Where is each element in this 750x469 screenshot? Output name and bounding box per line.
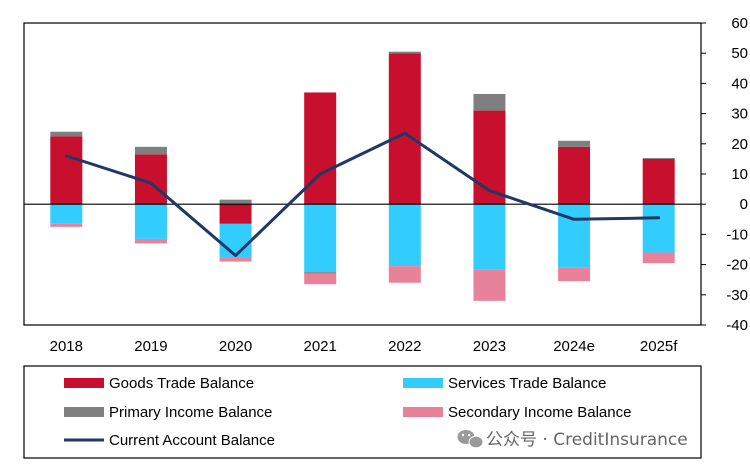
legend-label-goods-trade-balance: Goods Trade Balance [109, 375, 254, 392]
bar-primary-income-balance-2020 [219, 199, 252, 205]
bar-secondary-income-balance-2025f [642, 252, 675, 264]
bar-goods-trade-balance-2024e [558, 146, 591, 205]
legend-swatch-goods-trade-balance [64, 378, 104, 388]
bar-secondary-income-balance-2020 [219, 257, 252, 262]
legend-swatch-secondary-income-balance [403, 407, 443, 417]
y-tick-label: 30 [731, 106, 748, 123]
bar-services-trade-balance-2018 [50, 204, 83, 224]
legend-label-secondary-income-balance: Secondary Income Balance [448, 404, 631, 421]
y-axis: 60 50 40 30 20 10 0 -10 -20 -30 -40 [701, 15, 748, 334]
bar-secondary-income-balance-2019 [134, 238, 167, 244]
bar-goods-trade-balance-2023 [473, 110, 506, 205]
bar-secondary-income-balance-2024e [558, 267, 591, 282]
wechat-icon [457, 430, 484, 449]
bar-primary-income-balance-2025f [642, 157, 675, 159]
x-axis: 2018 2019 2020 2021 2022 2023 2024e 2025f [50, 338, 679, 355]
bar-goods-trade-balance-2022 [388, 53, 421, 205]
bar-services-trade-balance-2022 [388, 204, 421, 267]
y-tick-label: 0 [740, 196, 748, 213]
bar-goods-trade-balance-2025f [642, 158, 675, 205]
watermark: 公众号 · CreditInsurance [457, 430, 688, 450]
bar-primary-income-balance-2018 [50, 131, 83, 137]
bar-services-trade-balance-2021 [304, 204, 337, 273]
bar-secondary-income-balance-2021 [304, 273, 337, 285]
bar-goods-trade-balance-2021 [304, 92, 337, 205]
legend-label-primary-income-balance: Primary Income Balance [109, 404, 272, 421]
legend-swatch-services-trade-balance [403, 378, 443, 388]
bar-secondary-income-balance-2018 [50, 223, 83, 227]
x-tick-label: 2018 [50, 338, 83, 355]
bar-services-trade-balance-2020 [219, 223, 252, 258]
bar-primary-income-balance-2021 [304, 272, 337, 274]
line-layer [64, 131, 661, 258]
bar-secondary-income-balance-2023 [473, 269, 506, 301]
y-tick-label: -30 [726, 287, 748, 304]
line-current-account-balance [64, 131, 661, 258]
y-tick-label: -20 [726, 257, 748, 274]
bar-services-trade-balance-2024e [558, 204, 591, 268]
legend-box [23, 365, 702, 459]
bar-primary-income-balance-2023 [473, 93, 506, 111]
watermark-text: 公众号 · CreditInsurance [486, 430, 688, 450]
x-tick-label: 2022 [388, 338, 421, 355]
bar-primary-income-balance-2024e [558, 140, 591, 147]
bar-secondary-income-balance-2022 [388, 266, 421, 283]
x-tick-label: 2024e [553, 338, 595, 355]
legend-label-current-account-balance: Current Account Balance [109, 432, 275, 449]
bar-primary-income-balance-2019 [134, 146, 167, 155]
y-tick-label: 20 [731, 136, 748, 153]
y-tick-label: 60 [731, 15, 748, 32]
legend-swatch-primary-income-balance [64, 407, 104, 417]
x-tick-label: 2020 [219, 338, 252, 355]
legend: Goods Trade Balance Services Trade Balanc… [64, 375, 631, 449]
x-tick-label: 2019 [134, 338, 167, 355]
x-tick-label: 2021 [304, 338, 337, 355]
y-tick-label: -10 [726, 226, 748, 243]
y-tick-label: 40 [731, 75, 748, 92]
bar-goods-trade-balance-2020 [219, 204, 252, 224]
x-tick-label: 2025f [640, 338, 678, 355]
y-tick-label: 10 [731, 166, 748, 183]
bar-goods-trade-balance-2018 [50, 136, 83, 205]
bar-services-trade-balance-2023 [473, 204, 506, 270]
x-tick-label: 2023 [473, 338, 506, 355]
y-tick-label: 50 [731, 45, 748, 62]
legend-label-services-trade-balance: Services Trade Balance [448, 375, 606, 392]
bar-services-trade-balance-2019 [134, 204, 167, 239]
y-tick-label: -40 [726, 317, 748, 334]
bar-primary-income-balance-2022 [388, 51, 421, 54]
bars-layer [50, 51, 675, 301]
bar-services-trade-balance-2025f [642, 204, 675, 253]
